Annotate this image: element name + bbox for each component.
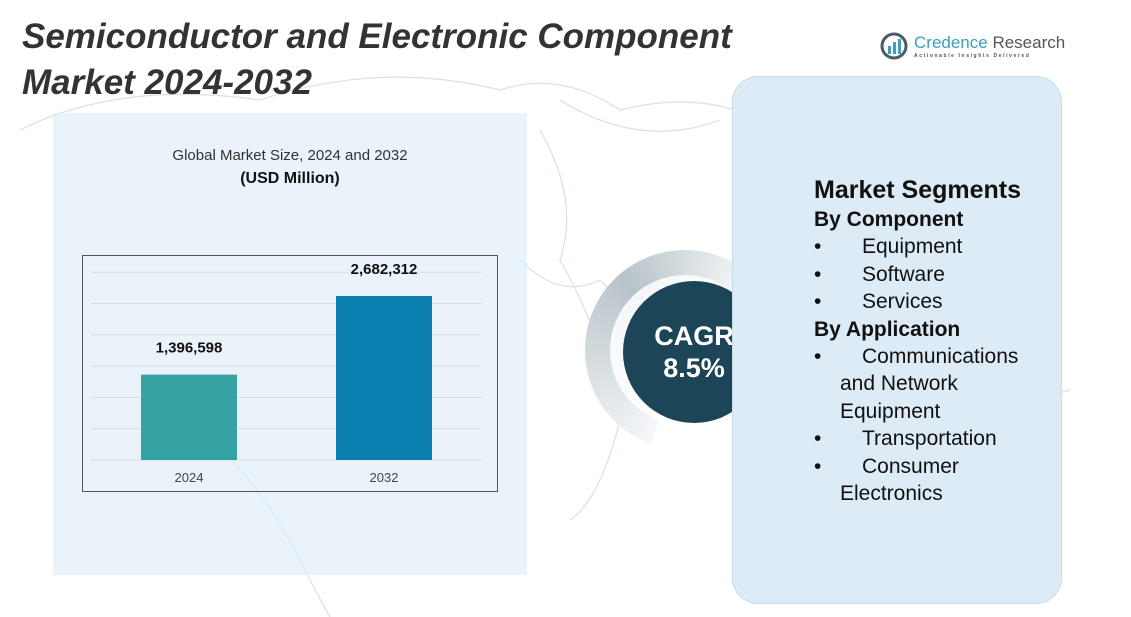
segment-item: • Services bbox=[814, 290, 943, 313]
credence-research-logo: Credence Research Actionable Insights De… bbox=[880, 32, 1065, 60]
segments-title: Market Segments bbox=[814, 176, 1022, 204]
segment-item: • Communications and Network Equipment bbox=[814, 344, 1019, 423]
segment-heading: By Component bbox=[814, 208, 964, 231]
title-line-1: Semiconductor and Electronic Component bbox=[22, 17, 732, 56]
cagr-label: CAGR bbox=[654, 321, 734, 351]
bar-2024 bbox=[141, 374, 237, 460]
title-line-2: Market 2024-2032 bbox=[22, 63, 312, 102]
chart-title: Global Market Size, 2024 and 2032 bbox=[172, 147, 408, 164]
chart-svg: 1,396,598 2024 2,682,312 2032 bbox=[91, 261, 481, 485]
segment-item: • Consumer Electronics bbox=[814, 454, 959, 506]
segments-panel bbox=[732, 76, 1062, 604]
segment-heading: By Application bbox=[814, 317, 961, 341]
data-label: 2,682,312 bbox=[351, 261, 418, 278]
page-title: Semiconductor and Electronic Component M… bbox=[22, 14, 732, 106]
segment-item: • Software bbox=[814, 262, 945, 286]
data-label: 1,396,598 bbox=[156, 340, 223, 357]
segment-item: • Equipment bbox=[814, 235, 963, 258]
bar-chart: 1,396,598 2024 2,682,312 2032 bbox=[82, 255, 498, 492]
logo-icon bbox=[880, 32, 908, 60]
chart-unit: (USD Million) bbox=[240, 170, 340, 187]
cagr-value: 8.5% bbox=[663, 353, 725, 383]
market-segments: Market Segments By Component • Equipment … bbox=[814, 174, 1054, 508]
segment-item: • Transportation bbox=[814, 427, 997, 450]
market-size-panel bbox=[53, 113, 527, 575]
bar-2032 bbox=[336, 296, 432, 460]
x-tick-label: 2032 bbox=[370, 470, 399, 485]
x-tick-label: 2024 bbox=[175, 470, 204, 485]
